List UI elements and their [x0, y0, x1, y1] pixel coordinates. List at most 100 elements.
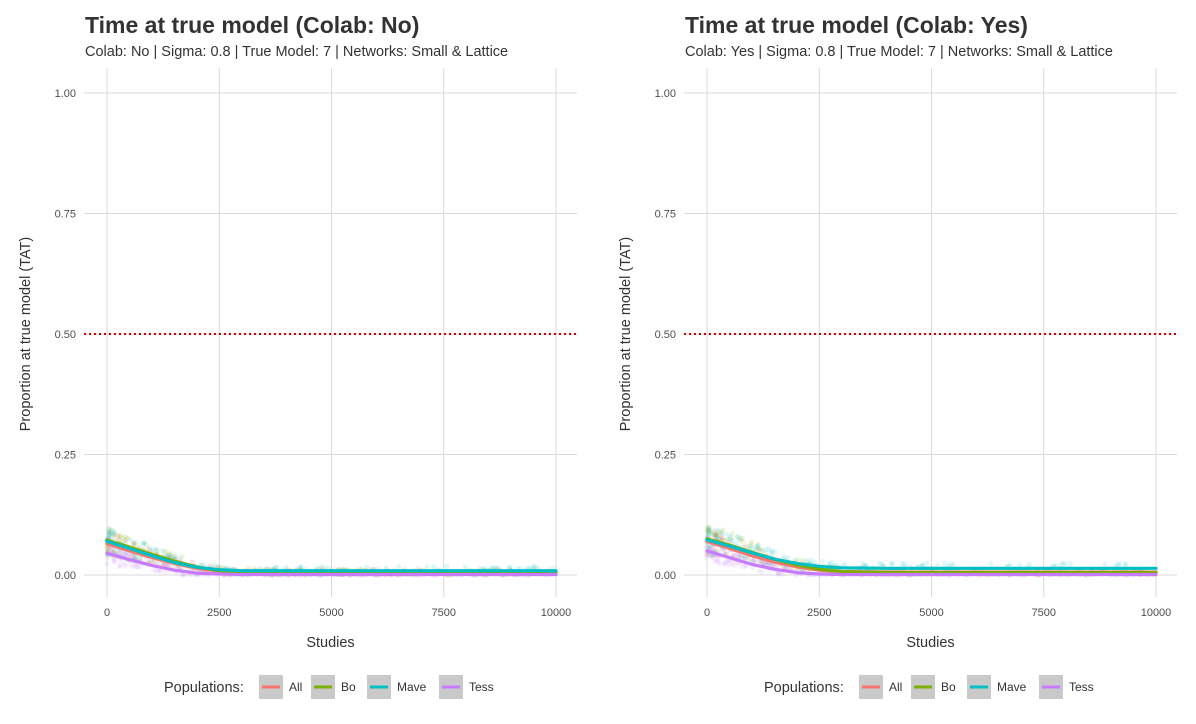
data-point [737, 537, 744, 543]
data-point [131, 541, 137, 547]
data-point [161, 549, 167, 555]
data-point [162, 562, 168, 568]
data-point [113, 532, 119, 538]
data-point [111, 559, 117, 565]
data-point [710, 532, 716, 538]
data-point [116, 532, 122, 538]
data-point [462, 564, 468, 570]
data-point [722, 558, 728, 564]
data-point [754, 543, 760, 550]
data-point [298, 563, 304, 570]
data-point [128, 537, 134, 543]
data-point [755, 545, 761, 551]
data-point [888, 560, 895, 566]
data-point [712, 546, 718, 552]
data-point [112, 558, 118, 565]
data-point [106, 529, 112, 535]
data-point [138, 563, 144, 569]
data-point [105, 547, 111, 553]
data-point [104, 546, 110, 552]
data-point [755, 542, 761, 548]
data-point [122, 538, 129, 544]
data-point [708, 530, 714, 536]
data-point [114, 534, 121, 540]
data-point [165, 562, 171, 569]
legend: Populations: All Bo Mave Tess [764, 675, 1094, 699]
x-tick-label: 10000 [1141, 607, 1172, 619]
data-point [179, 572, 185, 578]
data-point [739, 555, 745, 561]
data-point [273, 564, 279, 570]
data-point [133, 539, 139, 546]
data-point [1026, 561, 1032, 567]
data-point [172, 553, 178, 559]
data-point [735, 552, 741, 558]
data-point [712, 533, 718, 539]
data-point [719, 529, 725, 535]
data-point [1122, 561, 1128, 567]
data-point [141, 541, 147, 547]
data-point [120, 551, 126, 557]
data-point [106, 525, 112, 532]
data-point [935, 562, 941, 568]
y-tick-label: 0.50 [655, 329, 676, 341]
data-point [107, 528, 113, 534]
chart-panel-2: Time at true model (Colab: Yes) Colab: Ye… [618, 12, 1177, 699]
data-point [714, 531, 720, 538]
data-point [172, 553, 178, 560]
data-point [706, 527, 712, 533]
data-point [729, 561, 735, 568]
data-point [705, 527, 711, 533]
data-point [507, 564, 513, 571]
data-point [748, 539, 754, 545]
data-point [105, 546, 111, 552]
data-point [128, 553, 134, 559]
data-point [752, 545, 758, 552]
x-tick-label: 2500 [807, 607, 831, 619]
data-point [396, 564, 402, 570]
data-point [704, 527, 711, 533]
data-point [105, 554, 111, 560]
data-point [783, 565, 789, 571]
series-line-mave [105, 539, 558, 573]
data-point [129, 553, 136, 560]
data-point [920, 562, 926, 568]
x-tick-label: 0 [704, 607, 710, 619]
data-point [731, 552, 737, 558]
series-line-mave [705, 538, 1158, 570]
x-tick-label: 7500 [432, 607, 456, 619]
data-point [148, 558, 154, 564]
y-tick-label: 0.25 [55, 450, 76, 462]
data-point [860, 561, 866, 567]
data-point [762, 560, 768, 566]
data-point [132, 561, 139, 568]
data-point [775, 570, 781, 576]
data-point [763, 546, 769, 553]
data-point [775, 571, 781, 577]
legend-title: Populations: [164, 680, 244, 696]
data-point [728, 535, 734, 541]
legend-label-mave: Mave [997, 680, 1027, 694]
data-point [718, 533, 724, 539]
data-point [742, 555, 749, 561]
data-point [1007, 562, 1013, 568]
legend-label-bo: Bo [341, 680, 356, 694]
data-point [711, 529, 718, 535]
data-point [1054, 562, 1060, 568]
x-tick-label: 5000 [919, 607, 943, 619]
data-point [757, 546, 764, 552]
data-point [768, 548, 775, 554]
data-point [706, 527, 713, 534]
data-point [164, 549, 170, 555]
data-point [107, 531, 113, 537]
data-point [145, 557, 151, 563]
data-point [152, 568, 159, 575]
data-point [740, 538, 746, 545]
data-point [710, 531, 717, 538]
data-point [150, 547, 156, 553]
data-point [1115, 561, 1122, 568]
data-point [877, 560, 883, 567]
data-point [715, 559, 721, 565]
data-point [283, 564, 289, 570]
data-point [709, 545, 715, 551]
